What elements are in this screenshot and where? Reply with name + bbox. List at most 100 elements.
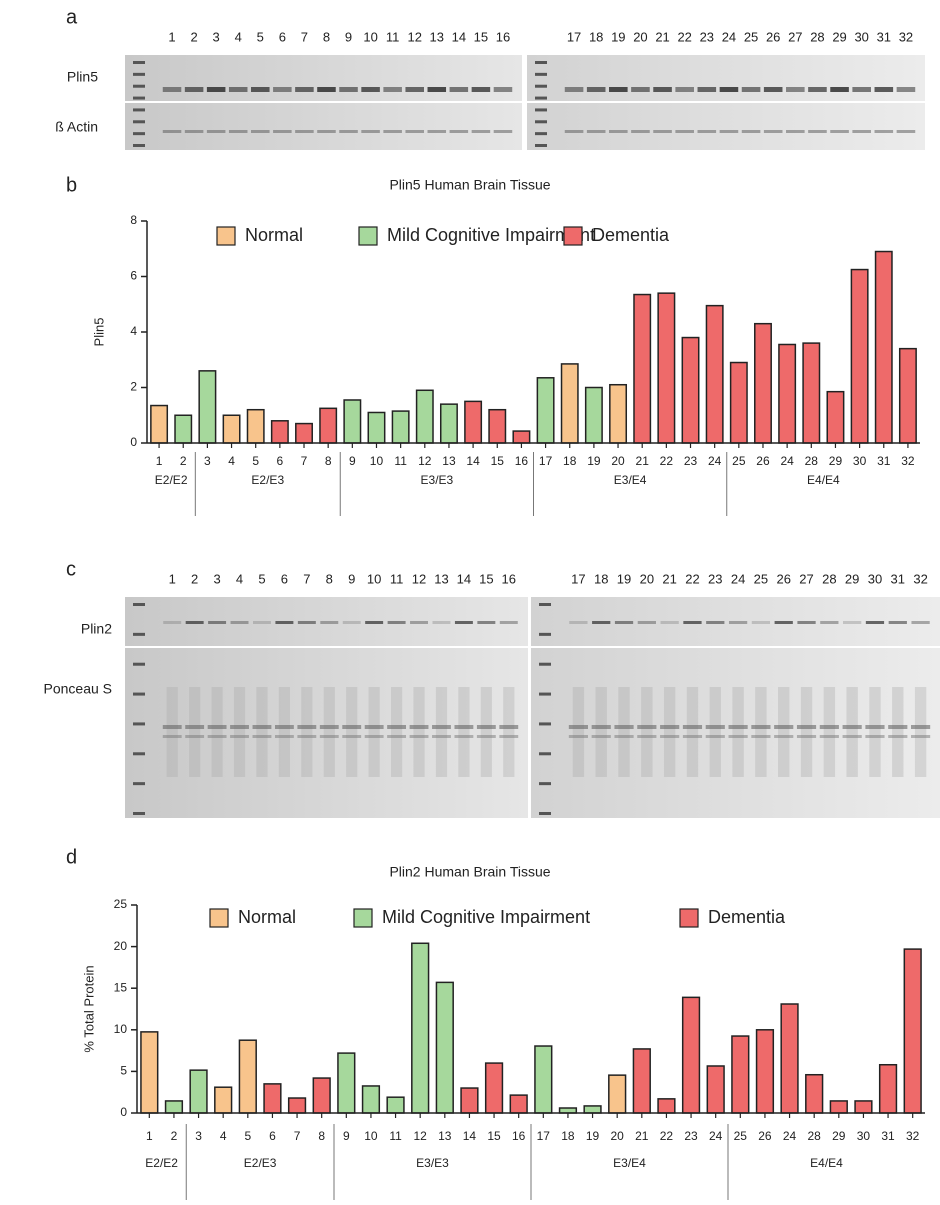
blot-row-label: Ponceau S <box>44 681 113 697</box>
ladder-band <box>535 96 547 100</box>
x-tick-label: 25 <box>732 454 746 468</box>
lane-number: 16 <box>496 29 510 44</box>
legend-label: Mild Cognitive Impairment <box>387 225 595 245</box>
blot-row-label: Plin5 <box>67 69 98 85</box>
lane-number: 3 <box>213 571 220 586</box>
x-tick-label: 19 <box>587 454 601 468</box>
x-tick-label: 15 <box>487 1129 501 1143</box>
lane-number: 21 <box>662 571 676 586</box>
blot-band <box>682 735 703 738</box>
x-tick-label: 13 <box>442 454 456 468</box>
blot-band <box>471 130 491 133</box>
bar <box>755 1029 775 1114</box>
bar <box>411 942 430 1114</box>
blot-band <box>705 725 725 729</box>
x-tick-label: 32 <box>906 1129 920 1143</box>
lane-number: 7 <box>301 29 308 44</box>
legend-swatch <box>216 226 236 246</box>
blot-band <box>631 87 650 92</box>
ladder-band <box>133 662 145 666</box>
lane-number: 27 <box>788 29 802 44</box>
blot-band <box>852 130 871 133</box>
blot-band <box>830 87 849 92</box>
lane-number: 23 <box>700 29 714 44</box>
blot-band <box>719 87 739 92</box>
blot-band <box>614 621 634 624</box>
x-tick-label: 20 <box>611 454 625 468</box>
blot-band <box>660 735 680 738</box>
lane-number: 4 <box>235 29 242 44</box>
x-tick-label: 31 <box>881 1129 895 1143</box>
panel-letter: d <box>66 846 77 868</box>
bar <box>189 1069 208 1114</box>
blot-band <box>432 621 451 624</box>
blot-band <box>342 725 362 729</box>
bar <box>386 1096 405 1114</box>
x-tick-label: 29 <box>829 454 843 468</box>
blot-band <box>591 735 611 738</box>
bar <box>536 377 555 444</box>
blot-band <box>275 621 294 624</box>
blot-band <box>774 735 794 738</box>
blot-band <box>471 87 491 92</box>
lane-number: 24 <box>731 571 745 586</box>
blot-band <box>320 621 339 624</box>
blot-band <box>830 130 849 133</box>
ladder-band <box>535 61 547 64</box>
blot-band <box>339 130 358 133</box>
y-tick-label: 5 <box>120 1064 127 1078</box>
x-tick-label: 29 <box>832 1129 846 1143</box>
ladder-band <box>133 84 145 88</box>
x-tick-label: 21 <box>635 1129 649 1143</box>
lane-number: 30 <box>868 571 882 586</box>
blot-band <box>493 87 513 92</box>
blot-band <box>819 725 839 729</box>
blot-band <box>808 87 827 92</box>
blot-band <box>614 725 634 729</box>
panel-letter: a <box>66 6 78 28</box>
blot-band <box>317 87 336 92</box>
lane-number: 7 <box>303 571 310 586</box>
blot-band <box>454 725 474 729</box>
blot-band <box>896 87 916 92</box>
bar <box>780 1003 799 1114</box>
blot-band <box>185 725 205 729</box>
x-tick-label: 11 <box>394 454 407 468</box>
x-tick-label: 2 <box>171 1129 178 1143</box>
x-tick-label: 6 <box>277 454 284 468</box>
bar <box>361 1085 381 1114</box>
blot-band <box>697 87 717 92</box>
lane-number: 10 <box>363 29 377 44</box>
blot-band <box>675 130 694 133</box>
blot-band <box>653 87 672 92</box>
blot-band <box>763 130 783 133</box>
blot-band <box>706 621 725 624</box>
blot-band <box>477 621 496 624</box>
blot-band <box>387 725 407 729</box>
blot-band <box>274 725 294 729</box>
bar <box>246 408 265 444</box>
blot-band <box>697 130 717 133</box>
bar <box>174 414 193 444</box>
x-tick-label: 30 <box>857 1129 871 1143</box>
legend-swatch <box>679 908 699 928</box>
x-tick-label: 17 <box>539 454 553 468</box>
blot-band <box>476 725 496 729</box>
blot-band <box>339 87 358 92</box>
x-tick-label: 9 <box>349 454 356 468</box>
bar <box>903 948 922 1114</box>
lane-number: 15 <box>474 29 488 44</box>
bar <box>754 322 772 444</box>
lane-number: 19 <box>611 29 625 44</box>
blot-band <box>774 725 794 729</box>
legend-label: Dementia <box>592 225 670 245</box>
y-tick-label: 25 <box>114 897 128 911</box>
bar <box>609 383 628 444</box>
y-tick-label: 0 <box>130 435 137 449</box>
x-tick-label: 8 <box>325 454 332 468</box>
blot-band <box>454 621 473 624</box>
chart-title: Plin2 Human Brain Tissue <box>389 864 550 880</box>
x-tick-label: 6 <box>269 1129 276 1143</box>
blot-band <box>410 621 429 624</box>
